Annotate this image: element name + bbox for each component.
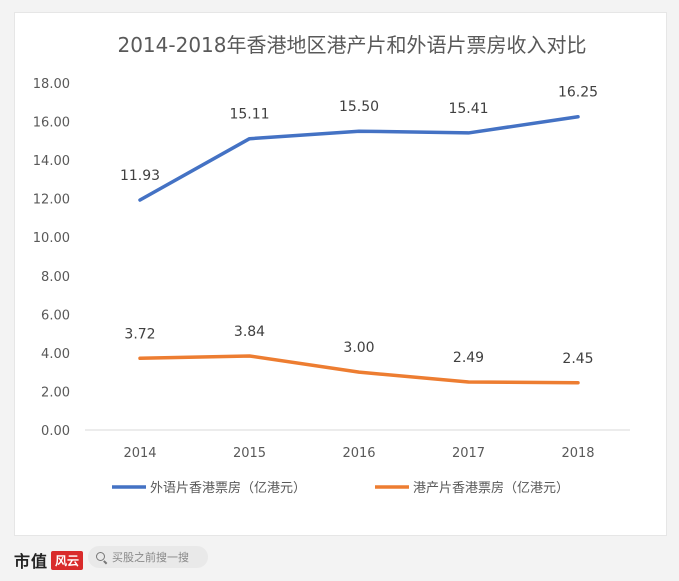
search-icon: [96, 552, 106, 562]
brand-logo: 市值 风云: [14, 548, 84, 572]
data-label: 2.49: [453, 350, 484, 366]
x-axis: 2014 2015 2016 2017 2018: [85, 429, 630, 461]
data-point: [249, 355, 250, 357]
data-label: 15.11: [229, 107, 269, 123]
series-layer: 11.93 15.11 15.50 15.41 16.25 3.72 3.84 3.00 2.4…: [120, 85, 598, 385]
data-point: [468, 132, 469, 134]
data-point: [468, 381, 469, 383]
data-point: [358, 130, 360, 132]
y-tick-label: 4.00: [41, 347, 70, 362]
series-line-0: [138, 114, 580, 202]
y-tick-label: 16.00: [33, 116, 70, 131]
brand-stamp: 风云: [51, 550, 84, 570]
data-label: 3.84: [234, 324, 265, 340]
x-tick-label: 2017: [452, 446, 485, 461]
y-tick-label: 10.00: [33, 231, 70, 246]
y-axis: 0.00 2.00 4.00 6.00 8.00 10.00 12.00 14.00 16.00…: [33, 77, 70, 439]
x-tick-label: 2015: [233, 446, 266, 461]
y-tick-label: 2.00: [41, 385, 70, 400]
y-tick-label: 18.00: [33, 77, 70, 92]
y-tick-label: 14.00: [33, 154, 70, 169]
data-label: 2.45: [562, 351, 593, 367]
data-point: [577, 382, 579, 384]
data-label: 15.41: [448, 101, 488, 117]
legend-label: 港产片香港票房（亿港元）: [413, 480, 569, 496]
y-tick-label: 8.00: [41, 270, 70, 285]
chart-card: [14, 12, 667, 536]
x-tick-label: 2014: [123, 446, 156, 461]
data-point: [249, 138, 250, 140]
data-label: 3.00: [343, 340, 374, 356]
line-chart: 2014-2018年香港地区港产片和外语片票房收入对比 0.00 2.00 4.00…: [33, 33, 630, 496]
brand-name: 市值: [14, 552, 49, 571]
y-tick-label: 12.00: [33, 193, 70, 208]
data-point: [358, 371, 360, 373]
chart-title: 2014-2018年香港地区港产片和外语片票房收入对比: [117, 33, 586, 57]
data-point: [577, 116, 579, 118]
series-line-1: [138, 354, 580, 385]
y-tick-label: 0.00: [41, 424, 70, 439]
legend: 外语片香港票房（亿港元） 港产片香港票房（亿港元）: [112, 480, 569, 496]
search-box[interactable]: 买股之前搜一搜: [88, 546, 208, 568]
data-point: [139, 199, 141, 201]
data-label: 11.93: [120, 168, 160, 184]
y-tick-label: 6.00: [41, 308, 70, 323]
data-label: 3.72: [124, 326, 155, 342]
search-placeholder: 买股之前搜一搜: [112, 551, 189, 564]
data-point: [139, 357, 141, 359]
x-tick-label: 2018: [561, 446, 594, 461]
data-label: 16.25: [558, 85, 598, 101]
data-label: 15.50: [339, 99, 379, 115]
x-tick-label: 2016: [342, 446, 375, 461]
legend-label: 外语片香港票房（亿港元）: [150, 480, 306, 496]
